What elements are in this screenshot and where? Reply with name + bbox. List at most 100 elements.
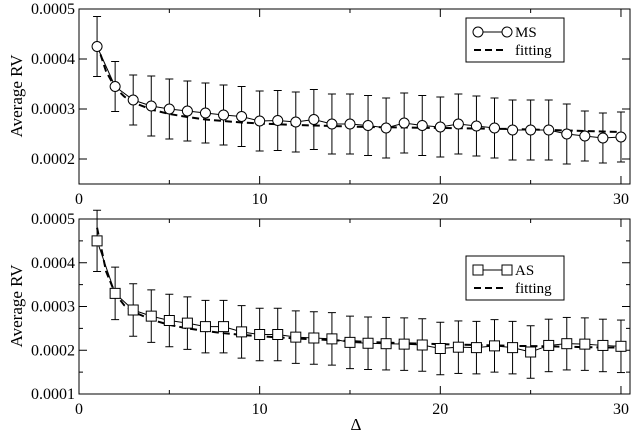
data-point-as [398, 338, 410, 350]
panel-bottom: Average RV Δ 0 10 20 30 0.0001 0.0002 0.0003 0.… [7, 209, 631, 434]
x-tick-label-bottom: 20 [432, 401, 448, 418]
y-tick-label-bottom: 0.0005 [31, 211, 75, 228]
data-point-ms [127, 94, 139, 106]
data-point-as [380, 338, 392, 350]
y-tick-label-top: 0.0002 [31, 151, 75, 168]
data-point-as [489, 340, 501, 352]
legend-ms-label: MS [515, 25, 537, 41]
data-point-ms [236, 111, 248, 122]
data-point-ms [416, 120, 428, 131]
data-point-ms [615, 131, 627, 143]
data-point-as [579, 338, 591, 350]
data-point-as [236, 326, 248, 338]
data-point-as [434, 343, 446, 354]
x-axis-label: Δ [351, 415, 362, 434]
legend-box-top [465, 17, 565, 63]
data-point-as [344, 336, 356, 348]
data-point-ms [163, 103, 175, 115]
data-point-as [199, 321, 211, 333]
plot-frame-bottom [78, 218, 631, 395]
data-point-ms [561, 128, 573, 140]
data-point-as [272, 329, 284, 340]
data-point-as [597, 339, 609, 351]
y-tick-label-bottom: 0.0004 [31, 255, 75, 272]
plot-frame-top [78, 8, 631, 185]
x-tick-label-top: 0 [75, 191, 83, 208]
data-point-as [326, 333, 338, 345]
x-tick-label-top: 10 [252, 191, 268, 208]
data-point-ms [507, 124, 519, 136]
data-point-ms [181, 105, 193, 117]
legend-fitting-label-bottom: fitting [515, 281, 552, 297]
data-point-ms [109, 81, 121, 92]
data-point-ms [272, 115, 284, 126]
legend-as-square-left [472, 264, 484, 276]
data-point-as [127, 304, 139, 316]
data-point-ms [290, 116, 302, 128]
data-point-ms [470, 120, 482, 132]
data-point-as [416, 339, 428, 351]
data-point-as [543, 339, 555, 351]
data-point-ms [308, 114, 320, 125]
ticks-bottom: 0 10 20 30 0.0001 0.0002 0.0003 0.0004 0.0005 [31, 211, 630, 418]
y-tick-label-bottom: 0.0002 [31, 342, 75, 359]
x-tick-label-top: 20 [432, 191, 448, 208]
data-point-ms [597, 132, 609, 144]
data-point-as [507, 342, 519, 354]
data-point-ms [434, 121, 446, 133]
data-point-as [615, 340, 627, 352]
data-point-as [561, 338, 573, 350]
legend-top: MS fitting [465, 17, 565, 63]
data-point-ms [362, 120, 374, 131]
data-point-as [218, 321, 230, 333]
data-point-ms [218, 109, 230, 121]
legend-as-label: AS [515, 263, 534, 279]
y-tick-label-top: 0.0005 [31, 1, 75, 18]
series-bottom [91, 209, 627, 379]
data-point-ms [452, 118, 464, 130]
data-point-as [470, 342, 482, 354]
ticks-top: 0 10 20 30 0.0002 0.0003 0.0004 0.0005 [31, 1, 630, 208]
legend-ms-circle-right [501, 26, 513, 38]
legend-box-bottom [465, 255, 565, 301]
data-point-as [290, 331, 302, 343]
data-point-as [254, 329, 266, 340]
data-point-ms [199, 107, 211, 119]
y-axis-label-top: Average RV [7, 54, 26, 138]
x-tick-label-bottom: 10 [252, 401, 268, 418]
panel-top: Average RV 0 10 20 30 0.0002 0.0003 0.0004 0.00… [7, 1, 631, 208]
data-point-as [525, 346, 537, 358]
x-tick-label-bottom: 0 [75, 401, 83, 418]
data-point-as [163, 315, 175, 326]
data-point-as [362, 337, 374, 349]
data-point-ms [344, 118, 356, 130]
x-tick-label-bottom: 30 [613, 401, 629, 418]
data-point-ms [326, 118, 338, 130]
data-point-ms [543, 124, 555, 136]
legend-as-square-right [501, 264, 513, 276]
x-tick-label-top: 30 [613, 191, 629, 208]
data-point-ms [254, 115, 266, 127]
data-point-as [109, 287, 121, 299]
y-tick-label-top: 0.0004 [31, 51, 75, 68]
data-point-ms [398, 117, 410, 129]
legend-ms-circle-left [472, 26, 484, 38]
data-point-ms [91, 41, 103, 52]
data-point-as [91, 235, 103, 247]
y-tick-label-bottom: 0.0003 [31, 299, 75, 316]
data-point-ms [525, 124, 537, 136]
data-point-as [452, 341, 464, 353]
data-point-as [145, 310, 157, 322]
data-point-ms [380, 122, 392, 134]
data-point-ms [145, 100, 157, 112]
legend-bottom: AS fitting [465, 255, 565, 301]
legend-fitting-label-top: fitting [515, 43, 552, 59]
y-tick-label-bottom: 0.0001 [31, 386, 75, 403]
y-axis-label-bottom: Average RV [7, 264, 26, 348]
data-point-as [308, 332, 320, 344]
data-point-ms [579, 130, 591, 142]
data-point-ms [489, 122, 501, 134]
y-tick-label-top: 0.0003 [31, 101, 75, 118]
data-point-as [181, 317, 193, 329]
